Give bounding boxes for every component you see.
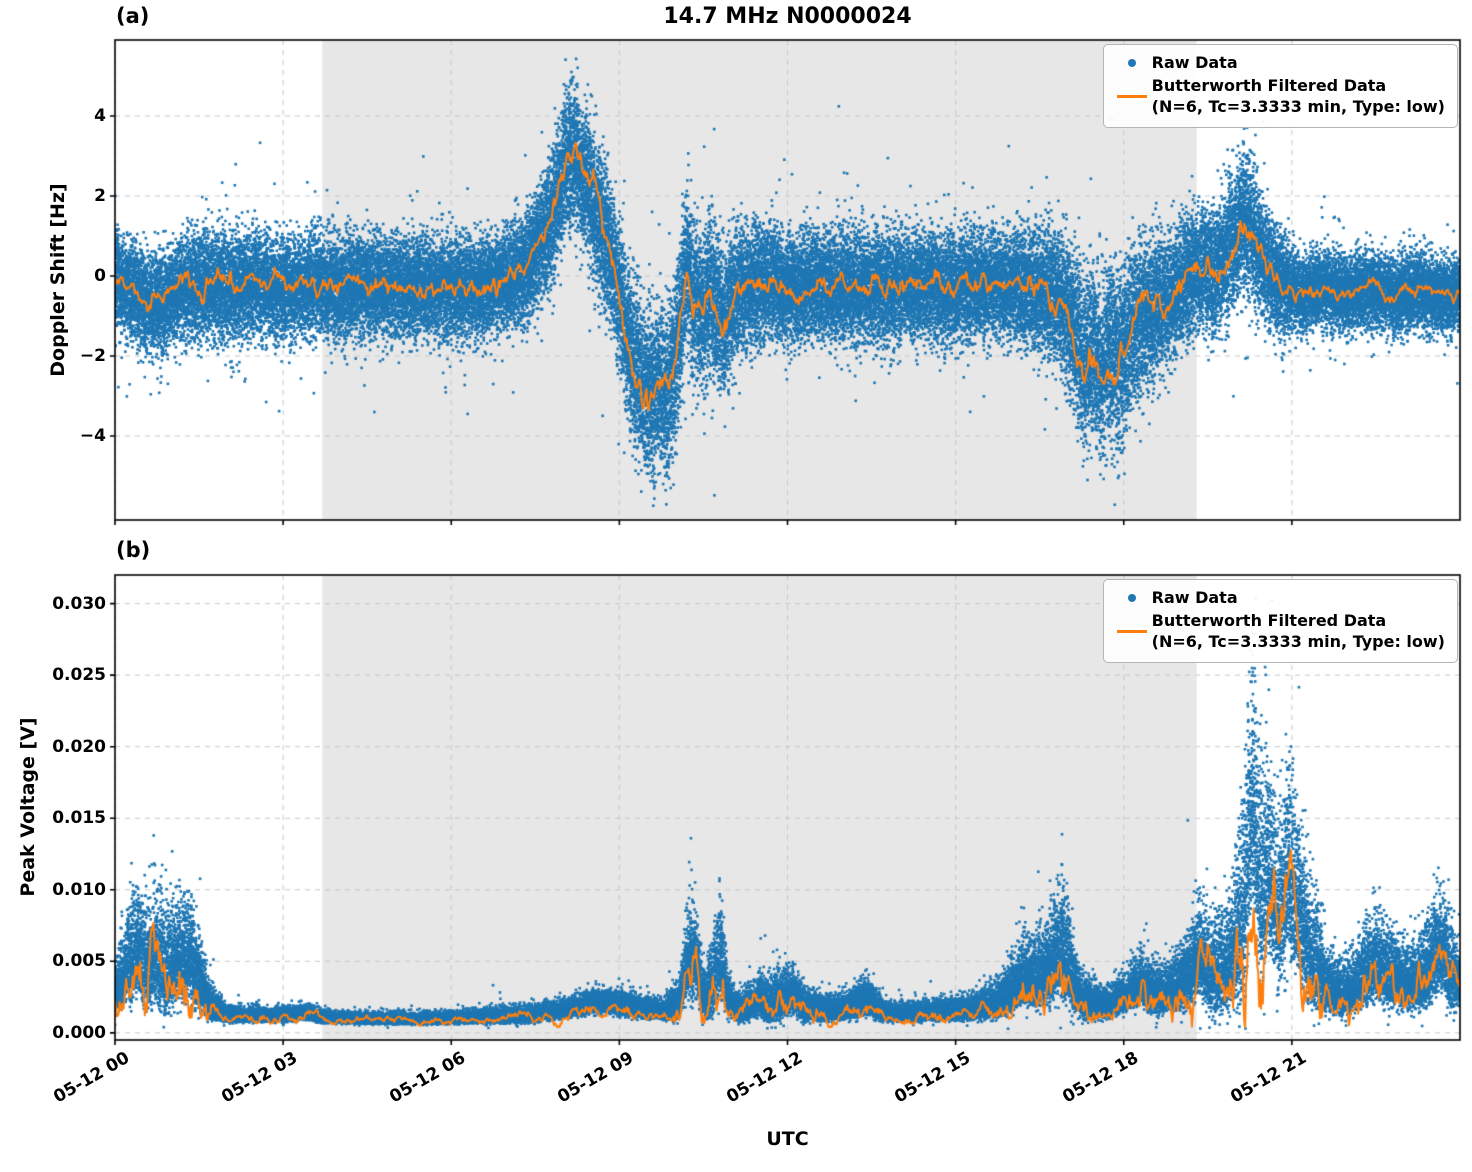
y-tick-label: −4 — [79, 426, 106, 446]
y-tick-label: 4 — [94, 106, 106, 126]
legend-entry-raw: Raw Data — [1112, 53, 1445, 74]
legend-filtered-line2: (N=6, Tc=3.3333 min, Type: low) — [1151, 631, 1445, 651]
legend-filtered-line1: Butterworth Filtered Data — [1151, 610, 1387, 630]
y-tick-label: 0.015 — [52, 808, 106, 829]
filtered-line-marker-icon — [1112, 630, 1152, 634]
legend-filtered-line1: Butterworth Filtered Data — [1151, 75, 1387, 95]
y-tick-label: 0.010 — [52, 879, 106, 900]
x-axis-label: UTC — [766, 1128, 809, 1150]
legend-panel-a: Raw Data Butterworth Filtered Data (N=6, … — [1102, 44, 1458, 129]
legend-panel-b: Raw Data Butterworth Filtered Data (N=6, … — [1102, 579, 1458, 664]
legend-raw-label: Raw Data — [1151, 53, 1238, 72]
panel-a-label: (a) — [116, 4, 150, 28]
y-tick-label: −2 — [79, 346, 106, 366]
legend-raw-label: Raw Data — [1151, 588, 1238, 607]
y-tick-label: 0 — [94, 266, 106, 286]
filtered-line-marker-icon — [1112, 95, 1152, 99]
legend-filtered-label: Butterworth Filtered Data (N=6, Tc=3.3333… — [1152, 611, 1445, 653]
raw-data-marker-icon — [1112, 59, 1152, 68]
y-tick-label: 0.030 — [52, 593, 106, 614]
legend-entry-filtered: Butterworth Filtered Data (N=6, Tc=3.3333… — [1112, 76, 1445, 118]
legend-entry-raw: Raw Data — [1112, 588, 1445, 609]
legend-entry-filtered: Butterworth Filtered Data (N=6, Tc=3.3333… — [1112, 611, 1445, 653]
raw-data-marker-icon — [1112, 594, 1152, 603]
y-tick-label: 0.005 — [52, 951, 106, 972]
legend-filtered-label: Butterworth Filtered Data (N=6, Tc=3.3333… — [1152, 76, 1445, 118]
legend-filtered-line2: (N=6, Tc=3.3333 min, Type: low) — [1151, 96, 1445, 116]
figure-title: 14.7 MHz N0000024 — [663, 4, 912, 29]
y-tick-label: 0.000 — [52, 1022, 106, 1043]
panel-b-label: (b) — [116, 538, 151, 562]
y-tick-label: 2 — [94, 186, 106, 206]
y-tick-label: 0.025 — [52, 665, 106, 686]
y-tick-label: 0.020 — [52, 736, 106, 757]
